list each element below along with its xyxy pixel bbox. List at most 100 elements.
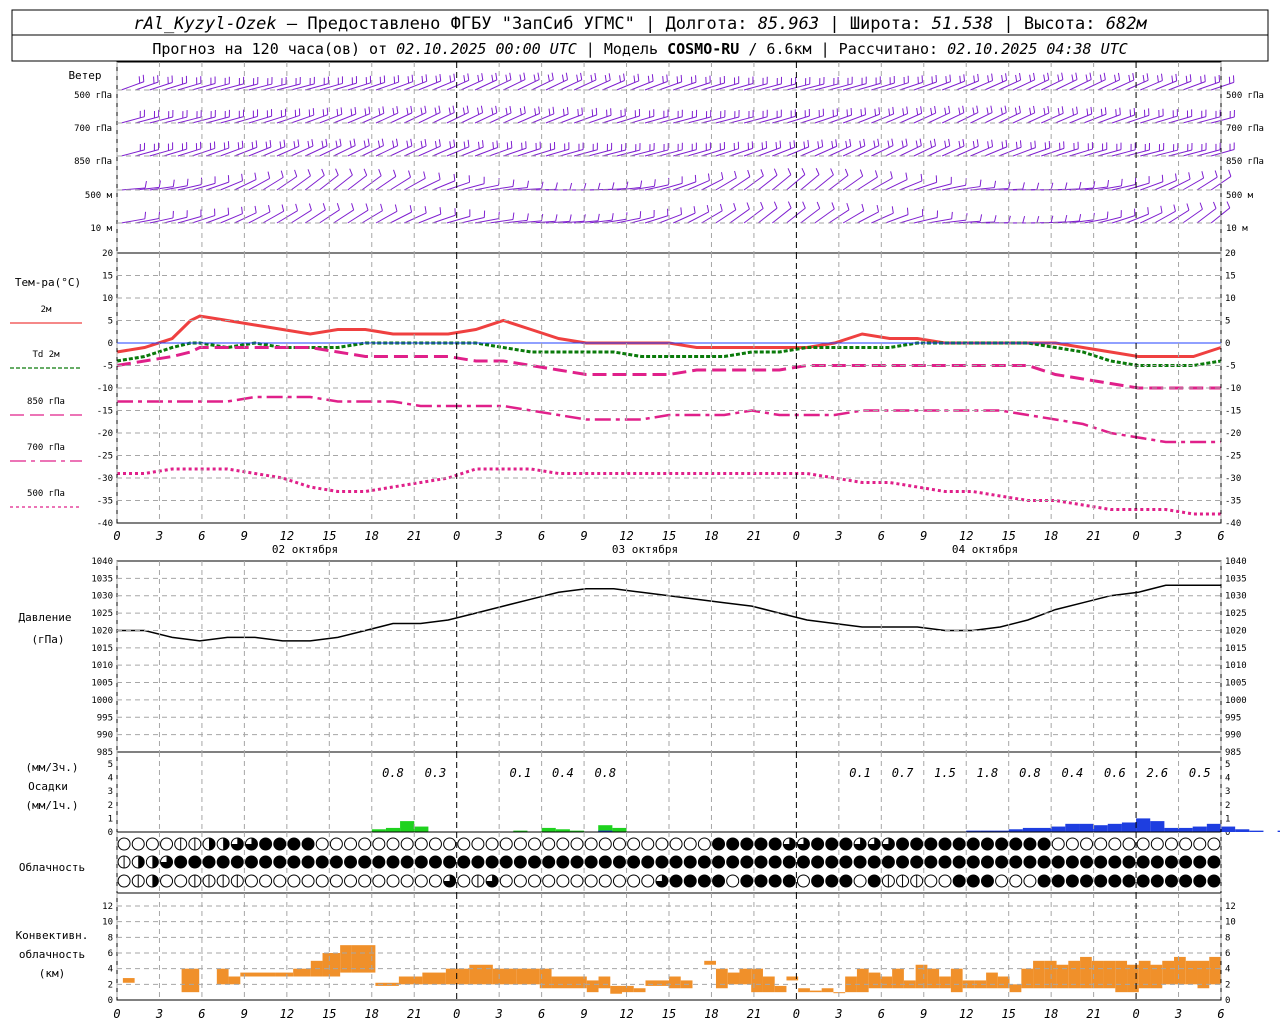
wind-barb-staff (871, 113, 894, 124)
wind-barb-feather (962, 105, 965, 113)
forecast-from: 02.10.2025 00:00 UTC (396, 40, 577, 58)
precip-total-label: 0.1 (849, 766, 871, 780)
wind-barb-staff (842, 83, 867, 91)
convective-bar (1127, 964, 1139, 993)
wind-barb-staff (800, 83, 825, 91)
wind-barb-feather (623, 73, 626, 81)
wind-level-label-right: 700 гПа (1226, 124, 1264, 134)
cloud-panel: Облачность (19, 837, 1221, 888)
cloud-cover-full (726, 838, 739, 850)
wind-barb-feather (566, 107, 569, 115)
cloud-cover-full (811, 856, 824, 868)
cloud-cover-circle (443, 837, 457, 851)
precip-snow-bar (1136, 818, 1151, 832)
wind-barb-feather (1086, 108, 1089, 116)
cloud-cover-circle (499, 874, 513, 888)
cloud-cover-circle (570, 837, 584, 851)
cloud-cover-full (839, 856, 852, 868)
convective-bar (228, 976, 241, 985)
wind-barb-feather (830, 168, 834, 176)
wind-barb-feather (861, 203, 865, 211)
wind-barb-staff (290, 209, 312, 224)
wind-barb-feather (706, 204, 710, 213)
temp-ytick-label-right: 20 (1225, 249, 1236, 259)
wind-barb-feather (993, 215, 997, 223)
cloud-cover-full (599, 856, 612, 868)
wind-barb-feather (335, 168, 339, 176)
wind-barb-feather (392, 140, 395, 148)
convective-bar (551, 976, 587, 989)
wind-barb-feather (254, 172, 257, 180)
wind-barb-feather (1228, 169, 1232, 177)
cloud-cover-full (825, 856, 838, 868)
wind-barb-staff (800, 208, 821, 224)
wind-barb-feather (821, 139, 824, 147)
wind-barb-staff (673, 212, 696, 224)
wind-barb-staff (375, 112, 399, 124)
wind-barb-feather (580, 72, 583, 80)
cloud-cover-circle (117, 837, 131, 851)
wind-barb-feather (1043, 74, 1046, 82)
cloud-cover-three-quarter (655, 875, 668, 888)
cloud-cover-circle (145, 837, 159, 851)
wind-barb-feather (368, 106, 371, 114)
wind-barb-staff (956, 186, 981, 191)
pressure-unit: (гПа) (31, 633, 64, 646)
convective-bar (1021, 968, 1034, 989)
hour-tick-label: 15 (322, 529, 336, 543)
wind-barb-feather (463, 75, 466, 83)
cloud-cover-full (995, 838, 1008, 850)
wind-barb-staff (800, 115, 824, 124)
temp-ytick-label-right: -35 (1225, 497, 1241, 507)
wind-barb-feather (552, 106, 555, 114)
wind-barb-feather (1142, 75, 1145, 83)
cloud-cover-circle (344, 874, 358, 888)
pres-ytick-label-right: 1040 (1225, 557, 1247, 567)
conv-ytick-label-right: 2 (1225, 980, 1230, 990)
precip-snow-bar (1221, 826, 1236, 832)
convective-bar (986, 972, 998, 989)
wind-barb-feather (846, 202, 850, 210)
cloud-cover-circle (131, 837, 145, 851)
cloud-cover-full (1151, 875, 1164, 887)
wind-barb-feather (1001, 141, 1004, 149)
wind-barb-staff (701, 148, 725, 157)
convective-bar (633, 988, 646, 993)
wind-barb-feather (760, 169, 764, 177)
wind-barb-feather (873, 140, 876, 148)
wind-barb-staff (319, 82, 343, 91)
wind-barb-feather (662, 76, 664, 84)
cloud-cover-full (203, 856, 215, 868)
wind-barb-feather (1019, 140, 1022, 148)
wind-barb-staff (1154, 179, 1177, 191)
cloud-cover-full (995, 856, 1008, 868)
wind-barb-feather (1204, 74, 1206, 82)
wind-level-label: 500 м (85, 191, 113, 201)
cloud-cover-full (415, 856, 428, 868)
wind-barb-feather (859, 140, 862, 148)
wind-barb-feather (863, 138, 866, 146)
cloud-title: Облачность (19, 861, 85, 874)
wind-barb-feather (265, 141, 268, 149)
convective-bar (915, 964, 928, 989)
wind-barb-feather (1212, 201, 1217, 209)
wind-barb-feather (363, 168, 368, 176)
wind-barb-feather (734, 170, 737, 178)
wind-barb-staff (729, 116, 754, 124)
wind-barb-feather (860, 109, 863, 117)
wind-barb-feather (227, 207, 230, 215)
cloud-cover-full (1179, 875, 1192, 887)
wind-barb-feather (336, 203, 340, 210)
convective-bar (774, 985, 787, 993)
wind-barb-feather (653, 179, 656, 187)
cloud-cover-full (868, 875, 881, 887)
cloud-cover-full (1052, 856, 1065, 868)
conv-ytick-label: 4 (108, 965, 113, 975)
convective-bar (340, 945, 352, 973)
wind-barb-feather (1226, 201, 1231, 209)
convective-bar (845, 976, 857, 993)
pres-ytick-label: 1005 (91, 679, 113, 689)
convective-bar (1103, 960, 1116, 989)
convective-bar (1138, 960, 1151, 989)
